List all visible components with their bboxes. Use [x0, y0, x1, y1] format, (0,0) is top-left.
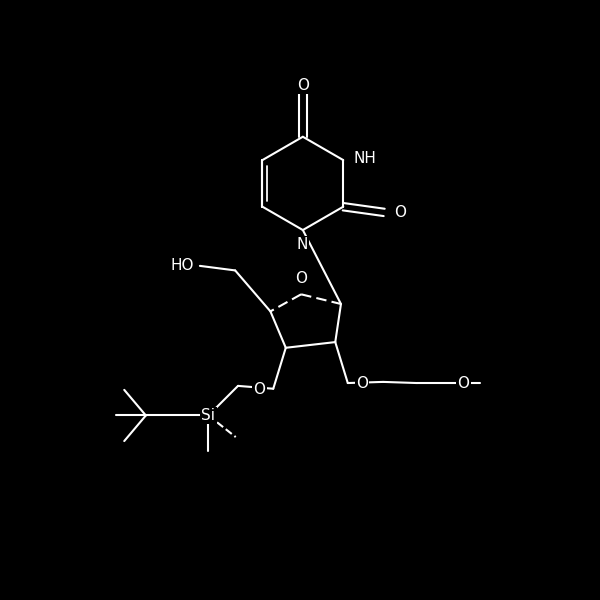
Text: O: O: [253, 382, 265, 397]
Text: O: O: [356, 376, 368, 391]
Text: NH: NH: [353, 151, 376, 166]
Text: O: O: [295, 271, 307, 286]
Text: O: O: [394, 205, 406, 220]
Text: N: N: [296, 237, 307, 252]
Text: O: O: [297, 77, 309, 92]
Text: Si: Si: [202, 408, 215, 423]
Text: O: O: [458, 376, 470, 391]
Text: HO: HO: [171, 259, 194, 274]
